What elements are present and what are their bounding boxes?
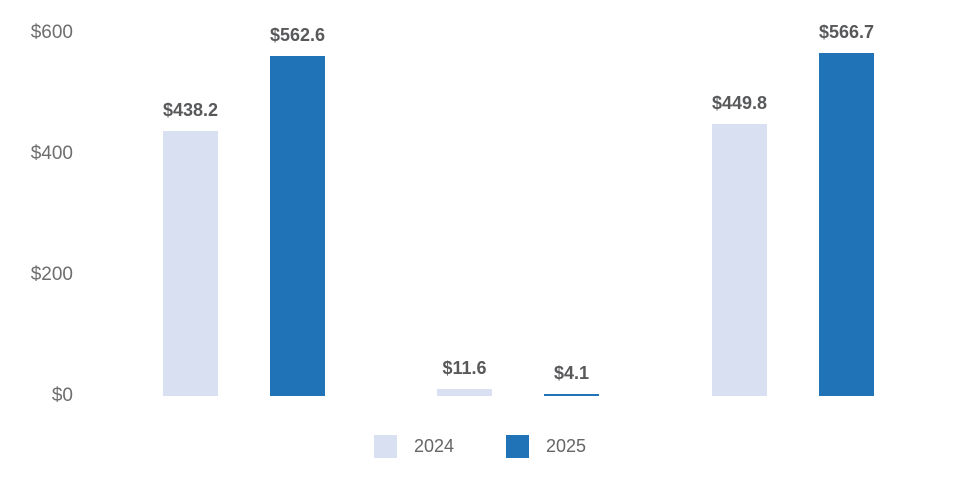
- bar-2025-group-2: [544, 393, 599, 396]
- legend-swatch-2025: [506, 435, 529, 458]
- y-axis-tick-200: $200: [30, 264, 73, 286]
- legend: 2024 2025: [0, 435, 960, 458]
- legend-swatch-2024: [373, 435, 397, 458]
- bar-value-label-2024-group-2: $11.6: [442, 357, 487, 378]
- legend-entry-2025: 2025: [506, 435, 586, 458]
- bar-value-label-2025-group-3: $566.7: [818, 22, 875, 43]
- bar-2024-group-3: [712, 124, 767, 396]
- bar-value-label-2025-group-2: $4.1: [553, 362, 590, 383]
- y-axis-tick-400: $400: [30, 143, 73, 165]
- legend-label-2024: 2024: [413, 436, 454, 456]
- bar-value-label-2024-group-1: $438.2: [162, 100, 219, 121]
- bar-value-label-2024-group-3: $449.8: [711, 93, 768, 114]
- bar-2025-group-1: [270, 55, 325, 396]
- legend-label-2025: 2025: [546, 436, 587, 456]
- bar-2024-group-1: [163, 131, 218, 396]
- y-axis-tick-0: $0: [51, 385, 73, 406]
- bar-2025-group-3: [819, 53, 874, 396]
- bar-2024-group-2: [437, 388, 492, 396]
- legend-entry-2024: 2024: [373, 435, 454, 458]
- bar-value-label-2025-group-1: $562.6: [269, 24, 326, 45]
- y-axis-tick-600: $600: [30, 22, 73, 44]
